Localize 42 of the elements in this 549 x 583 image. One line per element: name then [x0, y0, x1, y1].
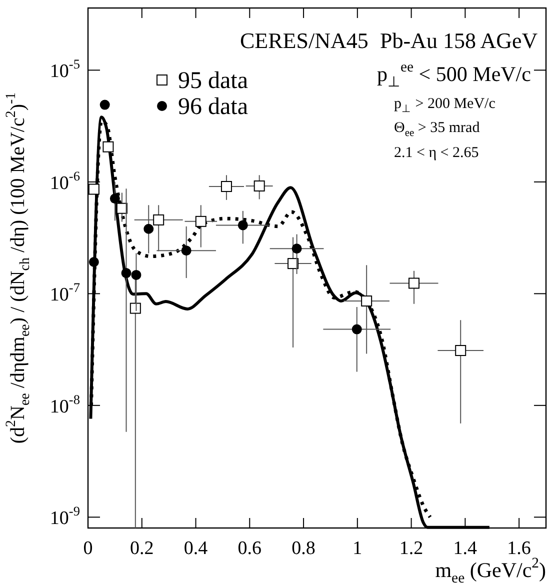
- y-tick-label: 10$^{-5}$: [50, 56, 80, 82]
- legend-label: 95 data: [178, 68, 248, 94]
- annotation: 2.1 < η < 2.65: [394, 145, 479, 161]
- x-tick-label: 0.4: [184, 538, 208, 559]
- point: [102, 141, 114, 152]
- x-tick-label: 0.6: [238, 538, 262, 559]
- point: [361, 295, 372, 306]
- point: [121, 268, 132, 278]
- annotation: p$_{⊥}$ > 200 MeV/c: [394, 96, 496, 115]
- annotation: Pb-Au 158 AGeV: [380, 28, 538, 53]
- annotation: CERES/NA45: [240, 28, 368, 53]
- point: [408, 278, 420, 289]
- y-tick-label: 10$^{-9}$: [50, 504, 80, 530]
- x-tick-label: 0.2: [130, 538, 154, 559]
- point: [88, 184, 100, 195]
- point: [153, 214, 164, 226]
- point: [131, 270, 142, 280]
- point: [455, 345, 466, 356]
- x-tick-label: 0: [83, 538, 93, 559]
- y-tick-label: 10$^{-7}$: [50, 280, 80, 306]
- point: [130, 302, 141, 314]
- point: [352, 324, 362, 334]
- point: [220, 180, 232, 192]
- x-tick-label: 0.8: [292, 538, 316, 559]
- point: [116, 202, 128, 214]
- x-tick-label: 1.2: [399, 538, 424, 559]
- y-tick-label: 10$^{-8}$: [50, 392, 80, 418]
- annotation: p$_{⊥}$$^{ee}$ < 500 MeV/c: [377, 60, 531, 90]
- point: [288, 258, 299, 270]
- point: [88, 257, 99, 268]
- point: [144, 224, 154, 234]
- x-tick-label: 1: [352, 538, 362, 559]
- point: [181, 246, 192, 256]
- point: [254, 180, 265, 192]
- annotation: Θ$_{ee}$ > 35 mrad: [394, 120, 480, 139]
- point: [195, 216, 206, 227]
- legend-label: 96 data: [178, 94, 248, 120]
- y-tick-label: 10$^{-6}$: [50, 168, 80, 194]
- point: [238, 220, 248, 230]
- point: [110, 194, 120, 204]
- point: [100, 100, 110, 110]
- point: [292, 244, 302, 254]
